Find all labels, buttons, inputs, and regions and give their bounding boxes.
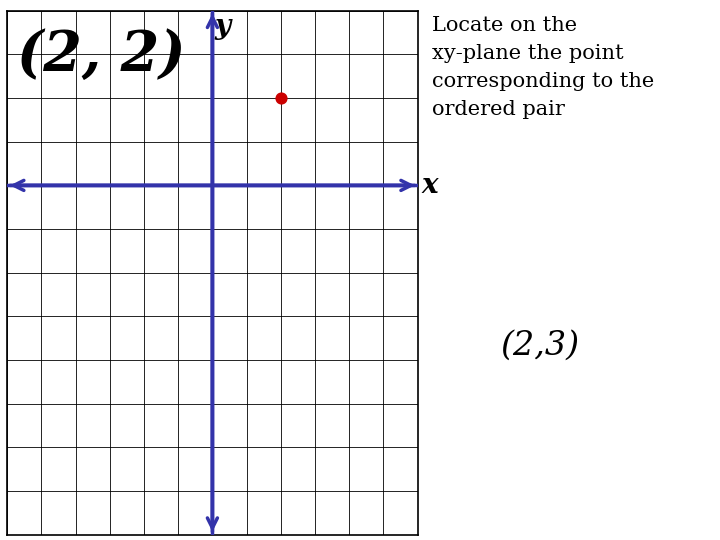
Text: y: y [215, 13, 230, 40]
Point [275, 94, 287, 103]
Text: Locate on the
xy-plane the point
corresponding to the
ordered pair: Locate on the xy-plane the point corresp… [432, 16, 654, 119]
Text: x: x [421, 172, 438, 199]
Text: (2, 2): (2, 2) [17, 28, 186, 83]
Text: (2,3): (2,3) [500, 329, 580, 362]
